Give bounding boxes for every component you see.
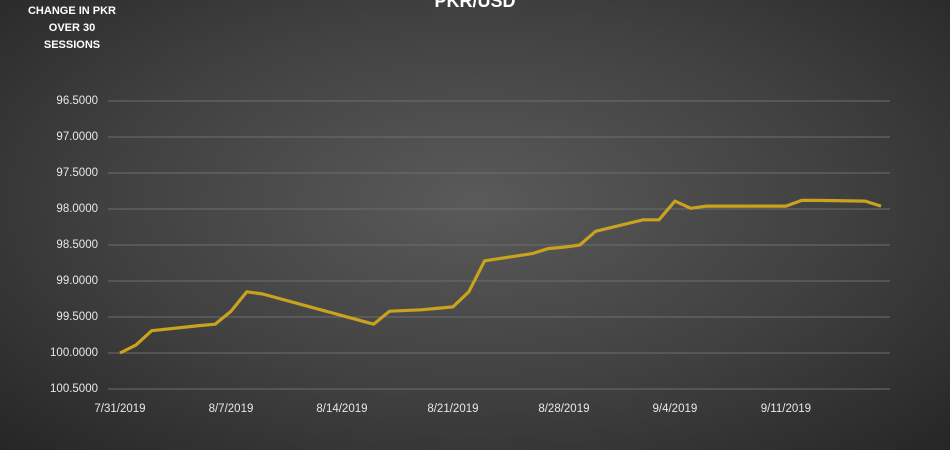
x-tick-label: 8/14/2019 bbox=[316, 403, 367, 415]
x-tick-label: 8/21/2019 bbox=[427, 403, 478, 415]
y-tick-label: 100.5000 bbox=[50, 383, 98, 395]
y-tick-label: 99.5000 bbox=[56, 311, 98, 323]
x-tick-label: 9/4/2019 bbox=[653, 403, 698, 415]
y-tick-label: 96.5000 bbox=[56, 95, 98, 107]
x-tick-label: 8/28/2019 bbox=[538, 403, 589, 415]
y-tick-label: 97.0000 bbox=[56, 131, 98, 143]
side-note: CHANGE IN PKR OVER 30 SESSIONS bbox=[27, 5, 116, 51]
y-tick-label: 99.0000 bbox=[56, 275, 98, 287]
data-line bbox=[119, 198, 882, 355]
chart-title: PKR/USD bbox=[434, 0, 515, 11]
x-tick-label: 7/31/2019 bbox=[94, 403, 145, 415]
x-tick-label: 8/7/2019 bbox=[209, 403, 254, 415]
y-tick-label: 98.5000 bbox=[56, 239, 98, 251]
y-tick-label: 100.0000 bbox=[50, 347, 98, 359]
x-tick-label: 9/11/2019 bbox=[761, 403, 811, 415]
y-tick-label: 97.5000 bbox=[56, 167, 98, 179]
y-tick-label: 98.0000 bbox=[56, 203, 98, 215]
